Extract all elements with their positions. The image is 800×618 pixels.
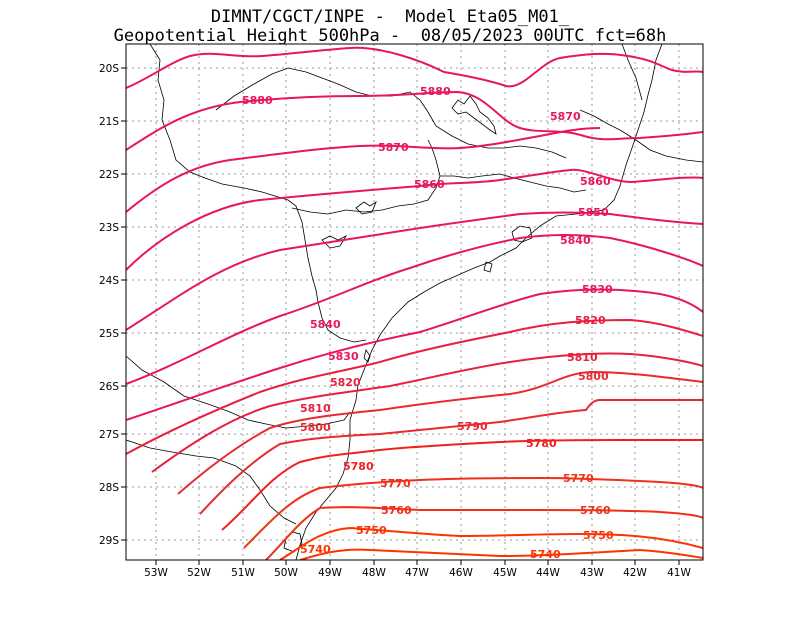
chart-title-line-2: Geopotential Height 500hPa - 08/05/2023 … bbox=[113, 26, 667, 46]
lat-labels: 20S 21S 22S 23S 24S 25S 26S 27S 28S 29S bbox=[99, 63, 119, 547]
contour-5860 bbox=[126, 168, 703, 271]
graticule bbox=[126, 44, 703, 560]
label-5800-b: 5800 bbox=[300, 421, 331, 434]
lat-label: 21S bbox=[99, 116, 119, 128]
label-5760-b: 5760 bbox=[580, 504, 611, 517]
label-5800-a: 5800 bbox=[578, 370, 609, 383]
label-5880-a: 5880 bbox=[242, 94, 273, 107]
lon-label: 41W bbox=[667, 567, 691, 579]
contour-5800 bbox=[177, 370, 703, 495]
lat-label: 26S bbox=[99, 381, 119, 393]
contour-5780 bbox=[221, 438, 703, 531]
label-5830-a: 5830 bbox=[582, 283, 613, 296]
label-5810-a: 5810 bbox=[567, 351, 598, 364]
chart-title-line-1: DIMNT/CGCT/INPE - Model Eta05_M01_ bbox=[210, 7, 570, 27]
label-5780-b: 5780 bbox=[343, 460, 374, 473]
lon-label: 47W bbox=[405, 567, 429, 579]
map-frame bbox=[125, 43, 704, 561]
contour-5750 bbox=[279, 526, 703, 560]
lon-label: 46W bbox=[449, 567, 473, 579]
lon-label: 52W bbox=[187, 567, 211, 579]
lon-label: 43W bbox=[580, 567, 604, 579]
contour-labels: 5880 5880 5870 5870 5860 5860 5850 5840 … bbox=[242, 85, 614, 561]
label-5860-a: 5860 bbox=[414, 178, 445, 191]
label-5750-b: 5750 bbox=[583, 529, 614, 542]
contour-5790 bbox=[199, 398, 703, 515]
contour-5880-north bbox=[126, 46, 703, 89]
lon-label: 50W bbox=[274, 567, 298, 579]
axis-ticks bbox=[121, 67, 680, 565]
height-contours bbox=[126, 46, 703, 560]
contour-5880 bbox=[126, 90, 703, 151]
contour-5760 bbox=[265, 506, 703, 560]
contour-5870 bbox=[126, 127, 601, 213]
lon-label: 48W bbox=[362, 567, 386, 579]
lon-label: 53W bbox=[144, 567, 168, 579]
label-5780-a: 5780 bbox=[526, 437, 557, 450]
contour-5810 bbox=[151, 352, 703, 473]
contour-5850 bbox=[126, 211, 703, 331]
label-5760-a: 5760 bbox=[381, 504, 412, 517]
coastline-and-borders bbox=[126, 44, 703, 560]
label-5790: 5790 bbox=[457, 420, 488, 433]
contour-5740 bbox=[299, 548, 703, 560]
lon-labels: 53W 52W 51W 50W 49W 48W 47W 46W 45W 44W … bbox=[144, 567, 691, 579]
contour-5840 bbox=[126, 234, 703, 385]
label-5840-b: 5840 bbox=[310, 318, 341, 331]
label-5820-b: 5820 bbox=[330, 376, 361, 389]
label-5820-a: 5820 bbox=[575, 314, 606, 327]
label-5740-b: 5740 bbox=[530, 548, 561, 561]
lon-label: 42W bbox=[623, 567, 647, 579]
label-5810-b: 5810 bbox=[300, 402, 331, 415]
lon-label: 51W bbox=[231, 567, 255, 579]
lat-label: 23S bbox=[99, 222, 119, 234]
label-5850: 5850 bbox=[578, 206, 609, 219]
lon-label: 44W bbox=[536, 567, 560, 579]
lat-label: 25S bbox=[99, 328, 119, 340]
label-5770-b: 5770 bbox=[563, 472, 594, 485]
label-5830-b: 5830 bbox=[328, 350, 359, 363]
contour-5830 bbox=[126, 288, 703, 421]
label-5740-a: 5740 bbox=[300, 543, 331, 556]
label-5840-a: 5840 bbox=[560, 234, 591, 247]
label-5770-a: 5770 bbox=[380, 477, 411, 490]
lat-label: 29S bbox=[99, 535, 119, 547]
contour-5770 bbox=[243, 476, 703, 549]
lat-label: 24S bbox=[99, 275, 119, 287]
label-5870-b: 5870 bbox=[550, 110, 581, 123]
label-5880-b: 5880 bbox=[420, 85, 451, 98]
lon-label: 49W bbox=[318, 567, 342, 579]
label-5750-a: 5750 bbox=[356, 524, 387, 537]
lat-label: 20S bbox=[99, 63, 119, 75]
lat-label: 27S bbox=[99, 429, 119, 441]
contour-5820 bbox=[126, 318, 703, 455]
lat-label: 22S bbox=[99, 169, 119, 181]
label-5860-b: 5860 bbox=[580, 175, 611, 188]
lon-label: 45W bbox=[493, 567, 517, 579]
label-5870-a: 5870 bbox=[378, 141, 409, 154]
lat-label: 28S bbox=[99, 482, 119, 494]
